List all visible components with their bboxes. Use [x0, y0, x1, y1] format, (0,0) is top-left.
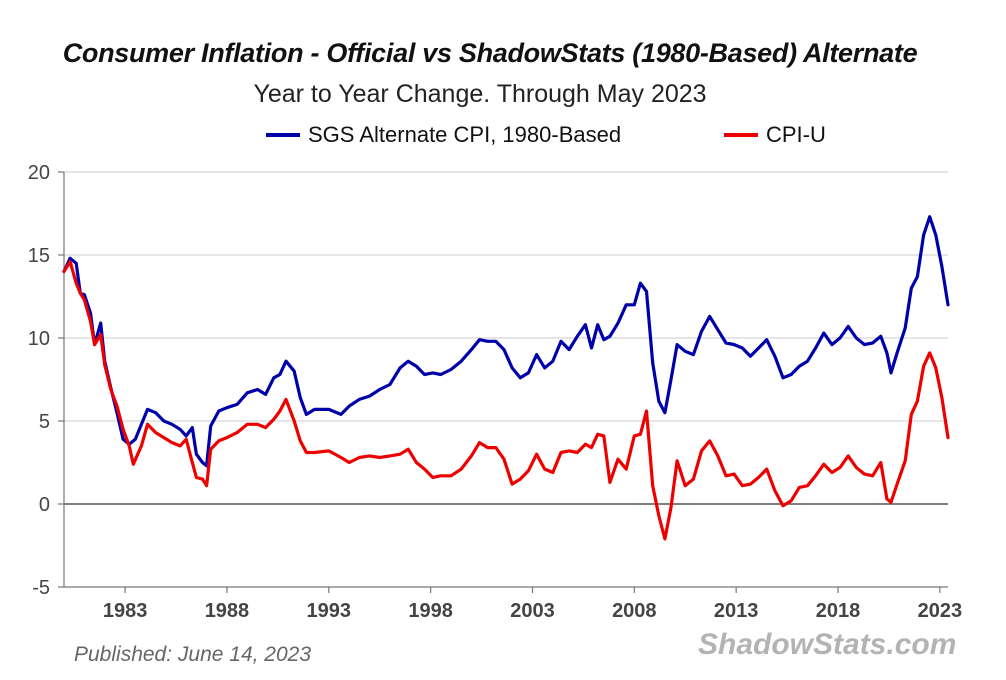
ytick-label--5: -5 — [32, 577, 50, 599]
ytick-label-20: 20 — [28, 162, 50, 184]
legend-item-sgs: SGS Alternate CPI, 1980-Based — [266, 122, 621, 148]
chart-legend: SGS Alternate CPI, 1980-Based CPI-U — [0, 122, 1006, 154]
legend-label-sgs: SGS Alternate CPI, 1980-Based — [308, 122, 622, 147]
ytick-label-5: 5 — [39, 411, 50, 433]
xtick-label-2003: 2003 — [510, 600, 555, 622]
published-date: Published: June 14, 2023 — [74, 643, 312, 666]
ytick-label-10: 10 — [28, 328, 50, 350]
xtick-label-2018: 2018 — [816, 600, 861, 622]
chart-subtitle: Year to Year Change. Through May 2023 — [253, 80, 707, 108]
xtick-label-1988: 1988 — [205, 600, 250, 622]
xtick-label-2013: 2013 — [714, 600, 759, 622]
legend-label-cpiu: CPI-U — [766, 122, 826, 147]
legend-swatch-cpiu — [724, 133, 758, 137]
legend-swatch-sgs — [266, 133, 300, 137]
series-line-sgs-alternate-cpi — [62, 215, 950, 468]
chart-title: Consumer Inflation - Official vs ShadowS… — [62, 38, 918, 68]
ytick-label-15: 15 — [28, 245, 50, 267]
xtick-label-1983: 1983 — [103, 600, 148, 622]
xtick-label-1993: 1993 — [307, 600, 352, 622]
ytick-label-0: 0 — [39, 494, 50, 516]
xtick-label-2023: 2023 — [918, 600, 963, 622]
series-line-cpi-u — [62, 260, 950, 541]
xtick-label-1998: 1998 — [408, 600, 453, 622]
brand-watermark: ShadowStats.com — [698, 628, 957, 661]
legend-item-cpiu: CPI-U — [724, 122, 826, 148]
xtick-label-2008: 2008 — [612, 600, 657, 622]
